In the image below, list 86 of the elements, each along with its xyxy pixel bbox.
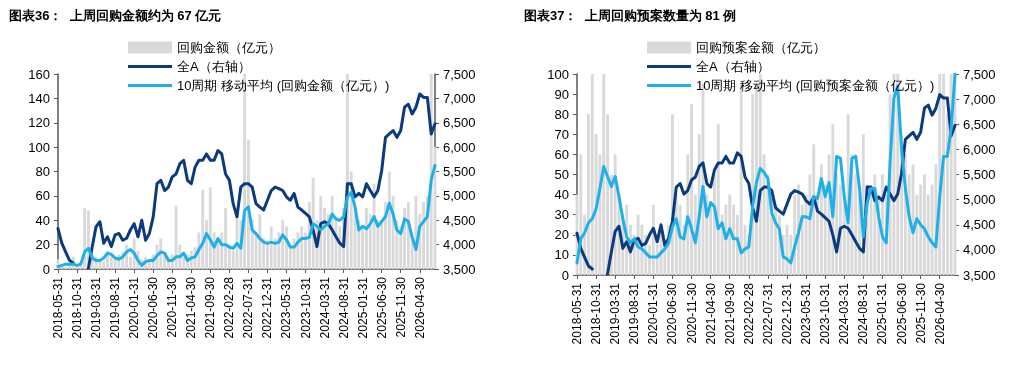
y-tick-label: 30 — [554, 207, 569, 223]
y-tick-label: 160 — [28, 66, 50, 82]
x-tick-label: 2022-02-28 — [222, 276, 237, 339]
x-tick-label: 2019-08-31 — [108, 276, 123, 339]
y2-tick-label: 3,500 — [443, 261, 476, 277]
x-tick-label: 2025-01-31 — [875, 282, 890, 345]
y2-tick-label: 3,500 — [963, 267, 996, 283]
y-tick-label: 140 — [28, 90, 50, 106]
y-tick-label: 90 — [554, 86, 569, 102]
x-tick-label: 2018-10-31 — [589, 282, 604, 345]
x-tick-label: 2025-06-30 — [894, 282, 909, 345]
y2-tick-label: 5,500 — [443, 164, 476, 179]
x-tick-label: 2018-05-31 — [570, 282, 584, 345]
y2-tick-label: 6,000 — [443, 139, 476, 155]
x-tick-label: 2023-05-31 — [799, 282, 814, 345]
x-tick-label: 2019-08-31 — [627, 282, 642, 345]
y2-tick-label: 7,000 — [443, 90, 476, 106]
x-tick-label: 2020-01-31 — [646, 282, 661, 345]
x-tick-label: 2022-07-31 — [241, 276, 256, 339]
y-tick-label: 40 — [554, 187, 569, 203]
y2-tick-label: 6,500 — [963, 116, 996, 132]
y-tick-label: 100 — [547, 66, 569, 82]
x-tick-label: 2019-03-31 — [89, 276, 104, 339]
y-tick-label: 10 — [554, 247, 569, 263]
x-tick-label: 2026-04-30 — [932, 282, 947, 345]
x-tick-label: 2024-03-31 — [837, 282, 852, 345]
chart-title: 图表37： 上周回购预案数量为 81 例 — [524, 8, 737, 23]
y-tick-label: 50 — [554, 167, 569, 182]
y-tick-label: 70 — [554, 126, 569, 142]
x-tick-label: 2023-10-31 — [298, 276, 313, 339]
y2-tick-label: 5,000 — [963, 192, 996, 208]
x-tick-label: 2022-12-31 — [780, 282, 794, 345]
x-tick-label: 2025-11-30 — [393, 276, 408, 338]
x-tick-label: 2022-12-31 — [260, 276, 275, 339]
y-tick-label: 80 — [35, 164, 50, 179]
legend-label: 回购金额（亿元） — [177, 40, 281, 55]
x-tick-label: 2021-04-30 — [703, 282, 718, 345]
x-tick-label: 2022-07-31 — [760, 282, 775, 345]
y2-tick-label: 5,000 — [443, 188, 476, 204]
x-tick-label: 2023-05-31 — [279, 276, 294, 339]
x-tick-label: 2019-03-31 — [608, 282, 623, 345]
y-tick-label: 120 — [28, 115, 50, 131]
y2-tick-label: 7,000 — [963, 91, 996, 107]
legend-label: 10周期 移动平均 (回购金额（亿元）) — [177, 78, 390, 93]
y-tick-label: 100 — [28, 139, 50, 155]
y-tick-label: 0 — [561, 267, 569, 283]
y2-tick-label: 4,000 — [443, 237, 476, 253]
y-tick-label: 20 — [35, 237, 50, 253]
x-tick-label: 2025-01-31 — [355, 276, 370, 339]
x-tick-label: 2020-11-30 — [165, 276, 180, 338]
y-tick-label: 0 — [42, 261, 50, 277]
x-tick-label: 2026-04-30 — [412, 276, 427, 339]
y2-tick-label: 6,000 — [963, 141, 996, 157]
x-tick-label: 2024-08-31 — [336, 276, 351, 339]
x-tick-label: 2021-09-30 — [203, 276, 218, 339]
legend-label: 10周期 移动平均 (回购预案金额（亿元）) — [696, 78, 935, 93]
legend-label: 回购预案金额（亿元） — [696, 40, 826, 55]
y2-tick-label: 6,500 — [443, 115, 476, 131]
y-tick-label: 20 — [554, 227, 569, 243]
x-tick-label: 2025-06-30 — [374, 276, 389, 339]
chart-title: 图表36： 上周回购金额约为 67 亿元 — [9, 8, 222, 23]
y2-tick-label: 7,500 — [443, 66, 476, 82]
x-tick-label: 2025-11-30 — [913, 282, 928, 344]
x-tick-label: 2020-11-30 — [684, 282, 699, 344]
y2-tick-label: 4,000 — [963, 242, 996, 258]
x-tick-label: 2022-02-28 — [741, 282, 756, 345]
x-tick-label: 2023-10-31 — [818, 282, 833, 345]
y-tick-label: 80 — [554, 106, 569, 122]
x-tick-label: 2020-01-31 — [127, 276, 142, 339]
x-tick-label: 2024-03-31 — [317, 276, 332, 339]
y2-tick-label: 4,500 — [963, 217, 996, 233]
x-tick-label: 2020-06-30 — [146, 276, 161, 339]
y2-tick-label: 7,500 — [963, 66, 996, 82]
y-tick-label: 60 — [35, 188, 50, 204]
y-tick-label: 40 — [35, 212, 50, 228]
x-tick-label: 2021-04-30 — [184, 276, 199, 339]
x-tick-label: 2018-10-31 — [70, 276, 85, 339]
legend-label: 全A（右轴） — [177, 59, 251, 74]
legend-label: 全A（右轴） — [696, 59, 770, 74]
x-tick-label: 2024-08-31 — [856, 282, 871, 345]
x-tick-label: 2020-06-30 — [665, 282, 680, 345]
x-tick-label: 2021-09-30 — [722, 282, 737, 345]
y2-tick-label: 4,500 — [443, 212, 476, 228]
x-tick-label: 2018-05-31 — [51, 276, 65, 339]
y-tick-label: 60 — [554, 146, 569, 162]
y2-tick-label: 5,500 — [963, 167, 996, 182]
